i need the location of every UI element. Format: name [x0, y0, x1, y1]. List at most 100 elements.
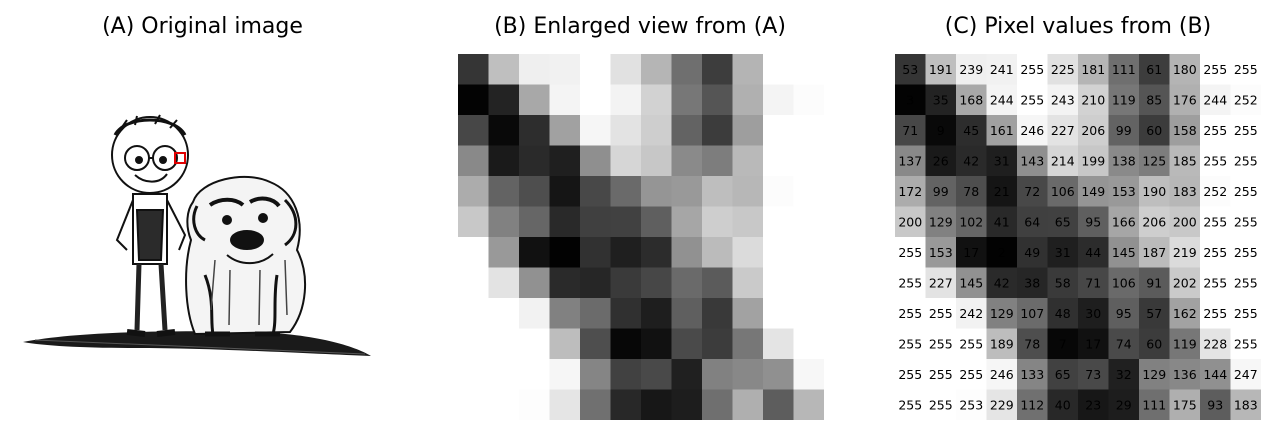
- enlarged-pixel-cell: [519, 207, 550, 238]
- enlarged-pixel-cell: [763, 268, 794, 299]
- pixel-value-label: 17: [1085, 336, 1101, 351]
- pixel-value-label: 78: [963, 184, 979, 199]
- pixel-value-label: 191: [929, 62, 953, 77]
- pixel-value-label: 255: [1234, 214, 1258, 229]
- enlarged-pixel-cell: [763, 54, 794, 85]
- pixel-value-label: 106: [1051, 184, 1075, 199]
- enlarged-pixel-cell: [458, 329, 489, 360]
- pixel-value-label: 95: [1116, 306, 1132, 321]
- pixel-value-label: 180: [1173, 62, 1197, 77]
- pixel-value-label: 149: [1081, 184, 1105, 199]
- enlarged-pixel-cell: [763, 237, 794, 268]
- pixel-value-label: 175: [1173, 397, 1197, 412]
- enlarged-pixel-cell: [702, 176, 733, 207]
- enlarged-pixel-cell: [489, 359, 520, 390]
- enlarged-pixel-cell: [611, 237, 642, 268]
- pixel-value-label: 136: [1173, 367, 1197, 382]
- enlarged-pixel-cell: [550, 390, 581, 421]
- enlarged-pixel-cell: [763, 207, 794, 238]
- enlarged-pixel-cell: [580, 237, 611, 268]
- pixel-value-label: 202: [1173, 275, 1197, 290]
- enlarged-pixel-cell: [519, 176, 550, 207]
- enlarged-pixel-cell: [641, 176, 672, 207]
- pixel-value-label: 26: [933, 153, 949, 168]
- pixel-value-label: 133: [1020, 367, 1044, 382]
- pixel-value-label: 255: [1234, 336, 1258, 351]
- pixel-value-label: 129: [990, 306, 1014, 321]
- pixel-value-label: 73: [1085, 367, 1101, 382]
- pixel-value-label: 185: [1173, 153, 1197, 168]
- pixel-value-label: 200: [898, 214, 922, 229]
- pixel-value-label: 91: [1146, 275, 1162, 290]
- enlarged-pixel-cell: [489, 146, 520, 177]
- enlarged-pixel-cell: [794, 176, 825, 207]
- enlarged-pixel-cell: [489, 329, 520, 360]
- enlarged-pixel-cell: [733, 115, 764, 146]
- enlarged-pixel-cell: [702, 298, 733, 329]
- enlarged-pixel-cell: [458, 298, 489, 329]
- enlarged-pixel-cell: [458, 176, 489, 207]
- enlarged-pixel-cell: [550, 54, 581, 85]
- enlarged-pixel-cell: [702, 54, 733, 85]
- pixel-value-label: 206: [1142, 214, 1166, 229]
- pixel-value-label: 145: [1112, 245, 1136, 260]
- pixel-value-label: 225: [1051, 62, 1075, 77]
- enlarged-pixel-cell: [794, 207, 825, 238]
- enlarged-pixel-cell: [580, 85, 611, 116]
- enlarged-pixel-cell: [519, 390, 550, 421]
- enlarged-pixel-cell: [458, 54, 489, 85]
- pixel-value-label: 255: [1020, 92, 1044, 107]
- enlarged-pixel-cell: [458, 237, 489, 268]
- enlarged-pixel-cell: [672, 176, 703, 207]
- pixel-value-label: 74: [1116, 336, 1132, 351]
- enlarged-pixel-cell: [672, 329, 703, 360]
- enlarged-pixel-cell: [550, 298, 581, 329]
- pixel-value-label: 244: [1203, 92, 1227, 107]
- pixel-value-label: 3: [906, 92, 914, 107]
- enlarged-pixel-cell: [641, 115, 672, 146]
- enlarged-pixel-cell: [794, 359, 825, 390]
- enlarged-pixel-cell: [580, 146, 611, 177]
- pixel-value-label: 129: [1142, 367, 1166, 382]
- enlarged-pixel-cell: [672, 390, 703, 421]
- enlarged-pixel-cell: [611, 146, 642, 177]
- enlarged-pixel-cell: [763, 176, 794, 207]
- enlarged-pixel-cell: [519, 329, 550, 360]
- enlarged-pixel-cell: [763, 390, 794, 421]
- pixel-value-label: 42: [963, 153, 979, 168]
- enlarged-pixel-cell: [641, 146, 672, 177]
- pixel-value-label: 255: [1234, 123, 1258, 138]
- pixel-value-label: 153: [929, 245, 953, 260]
- enlarged-pixel-cell: [641, 85, 672, 116]
- pixel-value-label: 255: [898, 275, 922, 290]
- pixel-value-label: 71: [902, 123, 918, 138]
- enlarged-pixel-cell: [641, 329, 672, 360]
- enlarged-pixel-cell: [550, 176, 581, 207]
- enlarged-pixel-cell: [580, 359, 611, 390]
- pixel-value-label: 255: [1203, 214, 1227, 229]
- pixel-value-label: 44: [1085, 245, 1101, 260]
- pixel-value-label: 137: [898, 153, 922, 168]
- pixel-value-label: 106: [1112, 275, 1136, 290]
- pixel-value-label: 255: [1234, 306, 1258, 321]
- pixel-value-label: 48: [1055, 306, 1071, 321]
- pixel-value-label: 255: [898, 336, 922, 351]
- enlarged-pixel-cell: [702, 359, 733, 390]
- pixel-value-label: 111: [1142, 397, 1166, 412]
- enlarged-pixel-cell: [519, 359, 550, 390]
- enlarged-pixel-cell: [580, 207, 611, 238]
- pixel-value-label: 95: [1085, 214, 1101, 229]
- enlarged-pixel-cell: [702, 207, 733, 238]
- enlarged-pixel-cell: [733, 329, 764, 360]
- pixel-value-label: 78: [1024, 336, 1040, 351]
- enlarged-pixel-cell: [672, 85, 703, 116]
- pixel-value-label: 35: [933, 92, 949, 107]
- pixel-value-label: 255: [959, 367, 983, 382]
- pixel-value-label: 206: [1081, 123, 1105, 138]
- pixel-value-label: 166: [1112, 214, 1136, 229]
- enlarged-pixel-cell: [763, 359, 794, 390]
- enlarged-pixel-cell: [550, 115, 581, 146]
- pixel-value-label: 244: [990, 92, 1014, 107]
- enlarged-pixel-cell: [702, 115, 733, 146]
- enlarged-pixel-cell: [702, 390, 733, 421]
